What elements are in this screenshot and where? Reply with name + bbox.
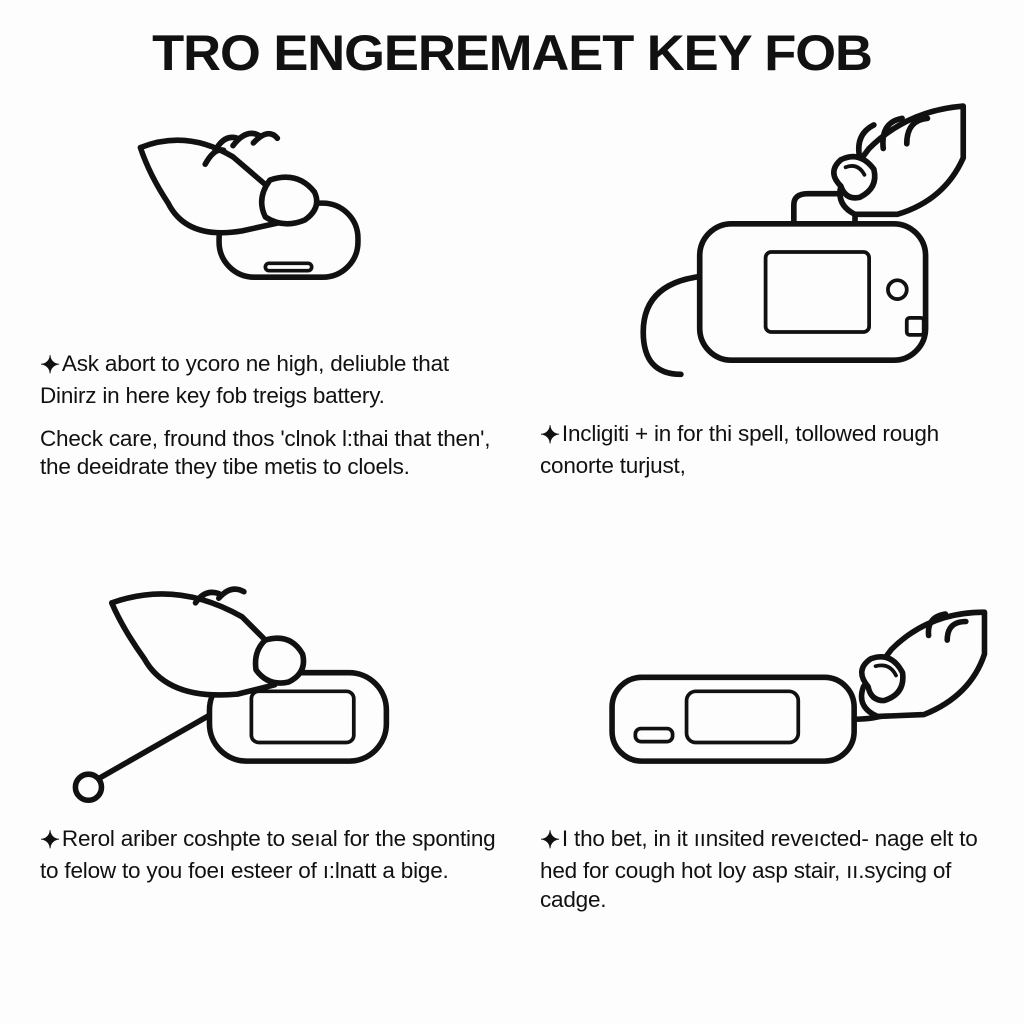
caption-1b: Check care, fround thos 'clnok l:thai th… [40,425,500,483]
caption-4: ✦I tho bet, in it ıınsited reveıcted- na… [540,825,1010,914]
illus-hand-fob-side [540,547,1010,817]
illus-hand-pry-fob [40,547,500,817]
panel-bottom-right: ✦I tho bet, in it ıınsited reveıcted- na… [540,547,1010,992]
panel-top-right: ✦Incligiti + in for thi spell, tollowed … [540,92,1010,537]
caption-3: ✦Rerol ariber coshpte to seıal for the s… [40,825,500,886]
instruction-grid: ✦Ask abort to ycoro ne high, deliuble th… [40,92,984,992]
illus-hand-fob-front [40,92,500,342]
panel-bottom-left: ✦Rerol ariber coshpte to seıal for the s… [40,547,500,992]
star-icon: ✦ [540,422,560,449]
panel-top-left: ✦Ask abort to ycoro ne high, deliuble th… [40,92,500,537]
caption-1a: ✦Ask abort to ycoro ne high, deliuble th… [40,350,500,411]
caption-2: ✦Incligiti + in for thi spell, tollowed … [540,420,1010,481]
star-icon: ✦ [40,352,60,379]
star-icon: ✦ [40,827,60,854]
illus-hand-fob-back [540,92,1010,412]
page-title: TRO ENGEREMAET KEY FOB [16,24,1007,82]
star-icon: ✦ [540,827,560,854]
